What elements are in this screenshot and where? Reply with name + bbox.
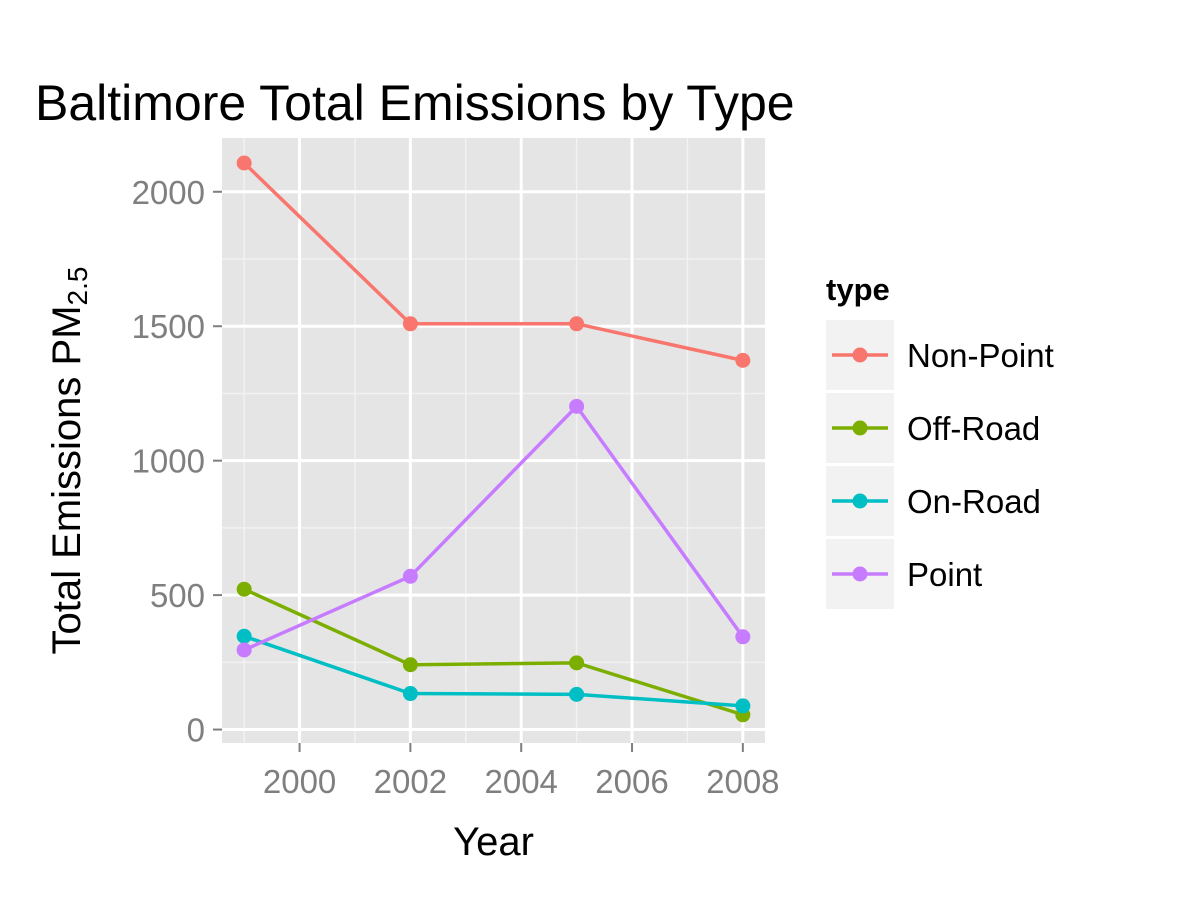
data-point-point	[569, 398, 585, 414]
legend-key-point	[852, 347, 868, 363]
legend-label-non-point: Non-Point	[907, 337, 1054, 374]
data-point-on-road	[735, 698, 751, 714]
legend-label-on-road: On-Road	[907, 483, 1041, 520]
series-line-off-road	[243, 587, 744, 717]
x-tick-label: 2006	[595, 763, 668, 800]
data-point-point	[735, 629, 751, 645]
data-point-point	[236, 642, 252, 658]
data-point-non-point	[402, 316, 418, 332]
legend-title: type	[826, 272, 890, 307]
y-axis-title-subscript: 2.5	[62, 267, 93, 306]
x-tick-label: 2000	[263, 763, 336, 800]
series-line-non-point	[242, 161, 744, 363]
series-non-point	[236, 155, 751, 368]
data-point-non-point	[735, 352, 751, 368]
plot-panel	[222, 138, 765, 743]
data-point-non-point	[236, 155, 252, 171]
x-tick-label: 2002	[374, 763, 447, 800]
x-tick-label: 2004	[484, 763, 557, 800]
data-point-on-road	[569, 686, 585, 702]
legend-item-on-road: On-Road	[826, 466, 1041, 536]
data-point-on-road	[236, 628, 252, 644]
data-point-off-road	[402, 657, 418, 673]
data-point-non-point	[569, 316, 585, 332]
legend-key-point	[852, 493, 868, 509]
y-tick-label: 0	[187, 712, 205, 749]
axis-ticks	[213, 190, 744, 752]
series-point	[236, 398, 751, 658]
legend-item-off-road: Off-Road	[826, 393, 1040, 463]
legend: type Non-Point Off-Road On-Road Point	[826, 272, 1054, 609]
series-layer	[236, 155, 751, 723]
x-axis-title: Year	[453, 820, 534, 864]
y-tick-label: 500	[150, 577, 205, 614]
legend-item-non-point: Non-Point	[826, 320, 1054, 390]
data-point-point	[402, 568, 418, 584]
data-point-on-road	[402, 686, 418, 702]
legend-label-point: Point	[907, 556, 982, 593]
legend-label-off-road: Off-Road	[907, 410, 1040, 447]
y-axis-title-main: Total Emissions PM	[45, 305, 89, 654]
chart-title: Baltimore Total Emissions by Type	[35, 75, 795, 131]
y-tick-label: 1000	[132, 443, 205, 480]
series-on-road	[236, 628, 751, 714]
series-line-point	[243, 404, 745, 652]
legend-key-point	[852, 420, 868, 436]
data-point-off-road	[236, 581, 252, 597]
data-point-off-road	[569, 655, 585, 671]
x-tick-label: 2008	[706, 763, 779, 800]
y-tick-label: 2000	[132, 174, 205, 211]
legend-key-point	[852, 566, 868, 582]
series-line-on-road	[243, 634, 743, 708]
y-axis-title: Total Emissions PM2.5	[45, 267, 93, 655]
legend-item-point: Point	[826, 539, 982, 609]
tick-labels: 2000 2002 2004 2006 2008 0 500 1000 1500 2000	[132, 174, 780, 800]
y-tick-label: 1500	[132, 308, 205, 345]
